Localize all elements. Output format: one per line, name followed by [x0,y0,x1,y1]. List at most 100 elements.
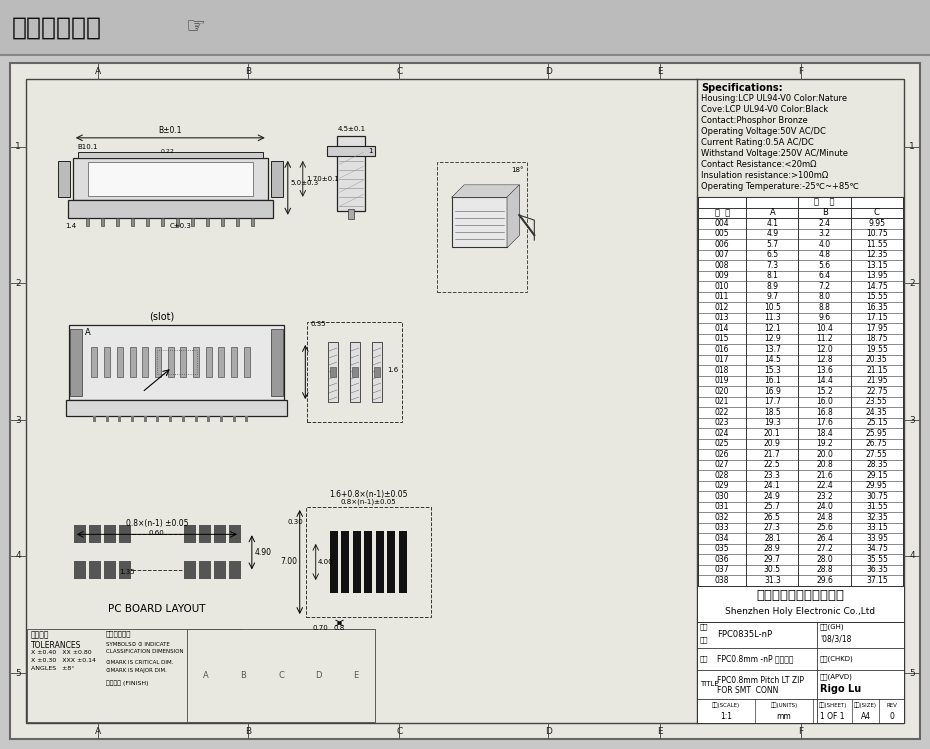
Polygon shape [452,185,519,197]
Text: 8.9: 8.9 [766,282,778,291]
Text: 24.9: 24.9 [764,492,781,501]
Text: 34.75: 34.75 [866,545,888,554]
Text: 工程: 工程 [700,624,709,631]
Text: 12.8: 12.8 [817,355,833,364]
Text: 14.75: 14.75 [866,282,888,291]
Bar [73,525,86,543]
Text: 028: 028 [715,471,729,480]
Text: 007: 007 [715,250,729,259]
Text: 29.6: 29.6 [817,576,833,585]
Text: Rigo Lu: Rigo Lu [820,684,861,694]
Text: Current Rating:0.5A AC/DC: Current Rating:0.5A AC/DC [701,138,814,147]
Bar [231,348,237,377]
Text: 19.3: 19.3 [764,418,781,427]
Text: 25.95: 25.95 [866,428,888,437]
Bar [66,400,287,416]
Text: 015: 015 [715,334,729,343]
Bar [58,161,70,197]
Text: 022: 022 [715,407,729,416]
Text: 24.0: 24.0 [817,503,833,512]
Text: E: E [353,671,359,680]
Text: 3: 3 [910,416,915,425]
Text: 单位(UNITS): 单位(UNITS) [770,703,798,709]
Bar [698,586,904,622]
Bar [352,367,358,377]
Text: (slot): (slot) [150,312,175,322]
Bar [167,348,174,377]
Bar [219,348,224,377]
Bar [219,416,223,422]
Text: 037: 037 [715,565,729,574]
Text: 16.8: 16.8 [817,407,833,416]
Bar [244,348,250,377]
Text: 22.5: 22.5 [764,460,780,470]
Text: 014: 014 [715,324,729,333]
Text: 27.2: 27.2 [817,545,833,554]
Bar [206,218,209,225]
Text: 20.0: 20.0 [817,449,833,458]
Text: 12.35: 12.35 [866,250,887,259]
Text: 2.4: 2.4 [818,219,830,228]
Text: X ±0.30   XXX ±0.14: X ±0.30 XXX ±0.14 [31,658,96,663]
Text: B10.1: B10.1 [78,144,99,150]
Bar [307,322,403,422]
Text: 0.22: 0.22 [160,149,174,154]
Text: '08/3/18: '08/3/18 [820,634,852,643]
Text: F: F [798,67,804,76]
Text: ANGLES   ±8°: ANGLES ±8° [31,666,74,671]
Text: 026: 026 [715,449,729,458]
Bar [180,348,186,377]
Text: Insulation resistance:>100mΩ: Insulation resistance:>100mΩ [701,171,829,180]
Bar [221,218,224,225]
Text: 17.6: 17.6 [817,418,833,427]
Text: 25.6: 25.6 [817,524,833,533]
Text: 核准(APVD): 核准(APVD) [820,674,853,680]
Text: 16.1: 16.1 [764,376,780,385]
Text: mm: mm [777,712,791,721]
Text: 审核(CHKD): 审核(CHKD) [820,656,854,662]
Text: 18°: 18° [512,167,524,173]
Text: Operating Voltage:50V AC/DC: Operating Voltage:50V AC/DC [701,127,826,136]
Text: 30.5: 30.5 [764,565,781,574]
Text: 28.0: 28.0 [817,555,833,564]
Text: A: A [769,208,776,217]
Text: 4.90: 4.90 [255,548,272,557]
Text: 0.60: 0.60 [149,530,165,536]
Bar [327,146,376,157]
Text: 5.0±0.3: 5.0±0.3 [291,181,319,187]
Text: 016: 016 [715,345,729,354]
Bar [155,348,161,377]
Bar [93,416,96,422]
Text: 5: 5 [15,669,20,678]
Text: C: C [396,67,403,76]
Text: 17.7: 17.7 [764,397,781,406]
Text: 017: 017 [715,355,729,364]
Text: A: A [203,671,208,680]
Text: 33.95: 33.95 [866,534,888,543]
Text: 28.35: 28.35 [866,460,887,470]
Text: 13.15: 13.15 [866,261,887,270]
Text: 21.95: 21.95 [866,376,887,385]
Text: 0.8: 0.8 [334,625,345,631]
Text: 7.3: 7.3 [766,261,778,270]
Bar [350,342,360,402]
Text: 005: 005 [715,229,729,238]
Text: 4.9: 4.9 [766,229,778,238]
Text: D: D [545,67,551,76]
Text: 在线图纸下载: 在线图纸下载 [12,16,102,40]
Text: 27.55: 27.55 [866,449,888,458]
Text: 3: 3 [15,416,20,425]
Bar [184,561,196,579]
Text: 比例(SCALE): 比例(SCALE) [712,703,740,709]
Bar [131,218,134,225]
Bar [330,531,338,593]
Text: 0.30: 0.30 [288,519,304,525]
Text: 034: 034 [715,534,729,543]
Bar [207,416,210,422]
Text: PC BOARD LAYOUT: PC BOARD LAYOUT [108,604,206,614]
Text: REV: REV [886,703,897,708]
Bar [101,218,104,225]
Text: 规格(SIZE): 规格(SIZE) [855,703,877,709]
Text: 10.4: 10.4 [817,324,833,333]
Polygon shape [507,185,519,247]
